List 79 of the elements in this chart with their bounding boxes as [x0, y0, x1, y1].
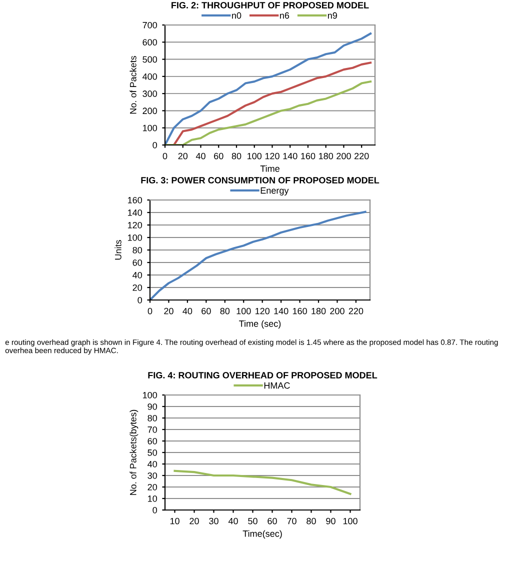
- x-tick-label: 40: [228, 518, 238, 524]
- x-tick-label: 160: [292, 308, 307, 314]
- y-tick-label: 70: [148, 426, 158, 433]
- y-tick-label: 0: [152, 506, 158, 514]
- y-tick-label: 10: [148, 495, 158, 502]
- y-tick-label: 100: [142, 392, 158, 398]
- x-tick-label: 40: [182, 308, 192, 314]
- x-tick-label: 220: [354, 152, 369, 160]
- x-tick-label: 80: [306, 518, 316, 524]
- x-tick-label: 200: [336, 152, 351, 160]
- y-tick-label: 80: [132, 246, 142, 254]
- y-tick-label: 0: [152, 142, 158, 148]
- y-tick-label: 60: [132, 259, 142, 266]
- x-tick-label: 120: [265, 152, 280, 160]
- x-tick-label: 180: [312, 308, 326, 314]
- x-tick-label: 60: [214, 152, 224, 160]
- chart-title: FIG. 2: THROUGHPUT OF PROPOSED MODEL: [172, 2, 369, 8]
- x-tick-label: 60: [268, 518, 277, 524]
- x-tick-label: 200: [330, 308, 344, 314]
- legend-label: n9: [328, 12, 337, 19]
- y-tick-label: 500: [142, 56, 158, 63]
- x-axis-title: Time (sec): [239, 320, 281, 329]
- y-tick-label: 80: [148, 414, 158, 422]
- y-tick-label: 60: [148, 438, 158, 444]
- chart-title: FIG. 4: ROUTING OVERHEAD OF PROPOSED MODEL: [148, 372, 378, 378]
- y-tick-label: 20: [132, 284, 142, 291]
- legend-label: n0: [232, 12, 242, 19]
- y-axis-title: No. of Packets(bytes): [130, 410, 138, 495]
- y-axis-title: No. of Packets: [130, 56, 136, 114]
- y-tick-label: 40: [148, 460, 158, 468]
- x-tick-label: 140: [283, 152, 298, 160]
- y-tick-label: 20: [148, 484, 158, 490]
- x-tick-label: 90: [326, 518, 336, 524]
- x-axis-title: Time(sec): [242, 530, 282, 539]
- line-series: [174, 470, 352, 495]
- y-tick-label: 40: [132, 272, 142, 278]
- y-axis-title: Units: [114, 240, 122, 260]
- y-tick-label: 30: [148, 472, 158, 479]
- y-tick-label: 600: [142, 39, 158, 46]
- legend-label: HMAC: [264, 382, 290, 389]
- y-tick-label: 120: [128, 222, 142, 228]
- x-tick-label: 220: [348, 308, 364, 314]
- line-series: [150, 210, 366, 300]
- x-tick-label: 40: [196, 152, 206, 160]
- x-tick-label: 50: [248, 518, 258, 524]
- legend-label: Energy: [260, 187, 289, 196]
- chart-title: FIG. 3: POWER CONSUMPTION OF PROPOSED MODEL: [141, 177, 380, 184]
- x-tick-label: 140: [274, 308, 288, 314]
- x-tick-label: 20: [164, 308, 174, 314]
- line-series: [165, 32, 372, 145]
- x-tick-label: 120: [256, 308, 270, 314]
- x-tick-label: 100: [236, 308, 251, 314]
- y-tick-label: 100: [142, 124, 158, 132]
- x-tick-label: 160: [301, 152, 316, 160]
- x-tick-label: 60: [202, 308, 211, 314]
- y-tick-label: 400: [142, 73, 158, 80]
- x-tick-label: 10: [170, 518, 180, 524]
- x-tick-label: 70: [287, 518, 296, 524]
- x-tick-label: 180: [319, 152, 334, 160]
- y-tick-label: 700: [142, 22, 158, 28]
- y-tick-label: 140: [128, 209, 142, 216]
- x-tick-label: 20: [190, 518, 199, 524]
- y-tick-label: 50: [148, 449, 158, 456]
- y-tick-label: 100: [128, 234, 142, 241]
- x-tick-label: 30: [209, 518, 218, 524]
- y-tick-label: 300: [142, 90, 158, 97]
- y-tick-label: 160: [128, 196, 142, 204]
- x-tick-label: 100: [248, 152, 262, 160]
- x-tick-label: 80: [232, 152, 242, 160]
- x-tick-label: 0: [162, 152, 168, 160]
- x-tick-label: 80: [220, 308, 230, 314]
- line-series: [165, 80, 372, 145]
- legend-label: n6: [280, 12, 290, 19]
- x-tick-label: 100: [343, 518, 358, 524]
- y-tick-label: 200: [142, 108, 158, 114]
- x-tick-label: 20: [178, 152, 188, 160]
- x-axis-title: Time: [260, 165, 280, 172]
- y-tick-label: 90: [148, 403, 158, 410]
- y-tick-label: 0: [138, 296, 142, 304]
